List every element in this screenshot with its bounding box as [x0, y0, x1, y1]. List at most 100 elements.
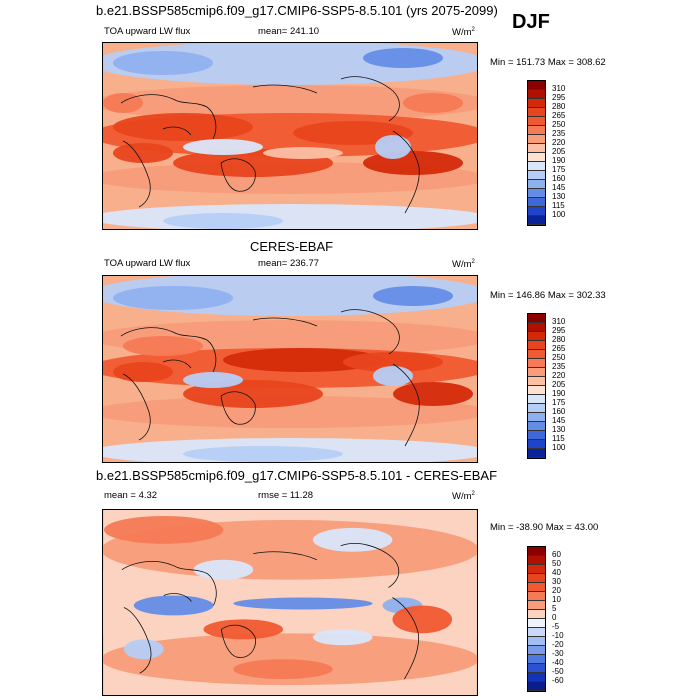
colorbar-tick-label: -20 [552, 640, 564, 649]
colorbar-segment [528, 574, 545, 583]
colorbar-tick-label: 145 [552, 183, 566, 192]
colorbar-segment [528, 413, 545, 422]
colorbar-tick-label: -40 [552, 658, 564, 667]
panel2-variable: TOA upward LW flux [104, 258, 191, 269]
colorbar-segment [528, 395, 545, 404]
colorbar-segment [528, 440, 545, 449]
colorbar-segment [528, 404, 545, 413]
panel3-unit: W/m2 [452, 491, 475, 503]
colorbar-segment [528, 153, 545, 162]
colorbar-segment [528, 673, 545, 682]
colorbar-tick-label: 190 [552, 389, 566, 398]
colorbar-tick-label: 220 [552, 138, 566, 147]
colorbar-segment [528, 637, 545, 646]
panel2-colorbar [527, 313, 546, 459]
colorbar-tick-label: -10 [552, 631, 564, 640]
colorbar-segment [528, 189, 545, 198]
colorbar-segment [528, 556, 545, 565]
colorbar-segment [528, 216, 545, 225]
colorbar-tick-label: 130 [552, 425, 566, 434]
colorbar-segment [528, 332, 545, 341]
colorbar-segment [528, 664, 545, 673]
colorbar-segment [528, 341, 545, 350]
colorbar-tick-label: 50 [552, 559, 561, 568]
colorbar-segment [528, 144, 545, 153]
season-label: DJF [512, 11, 550, 33]
colorbar-tick-label: 250 [552, 353, 566, 362]
panel3-rmse: rmse = 11.28 [258, 490, 314, 501]
colorbar-tick-label: 235 [552, 129, 566, 138]
colorbar-segment [528, 350, 545, 359]
colorbar-tick-label: 310 [552, 317, 566, 326]
panel1-minmax: Min = 151.73 Max = 308.62 [490, 57, 606, 68]
map-field-svg [103, 510, 477, 695]
colorbar-tick-label: 175 [552, 398, 566, 407]
colorbar-segment [528, 449, 545, 458]
panel3-minmax: Min = -38.90 Max = 43.00 [490, 522, 599, 533]
panel3-map [102, 509, 478, 696]
colorbar-tick-label: 280 [552, 102, 566, 111]
colorbar-segment [528, 81, 545, 90]
colorbar-segment [528, 610, 545, 619]
colorbar-tick-label: 250 [552, 120, 566, 129]
colorbar-segment [528, 565, 545, 574]
colorbar-segment [528, 180, 545, 189]
panel3-mean: mean = 4.32 [104, 490, 158, 501]
colorbar-segment [528, 90, 545, 99]
colorbar-tick-label: 115 [552, 434, 565, 443]
colorbar-tick-label: 280 [552, 335, 566, 344]
colorbar-segment [528, 162, 545, 171]
panel1-mean: mean= 241.10 [258, 26, 320, 37]
colorbar-segment [528, 359, 545, 368]
colorbar-tick-label: 60 [552, 550, 561, 559]
colorbar-segment [528, 314, 545, 323]
colorbar-tick-label: 130 [552, 192, 566, 201]
colorbar-tick-label: 175 [552, 165, 566, 174]
colorbar-segment [528, 323, 545, 332]
colorbar-segment [528, 601, 545, 610]
colorbar-tick-label: 115 [552, 201, 565, 210]
colorbar-tick-label: 265 [552, 111, 566, 120]
colorbar-segment [528, 171, 545, 180]
colorbar-segment [528, 198, 545, 207]
colorbar-segment [528, 655, 545, 664]
colorbar-tick-label: 160 [552, 174, 566, 183]
map-field-svg [103, 276, 477, 462]
colorbar-segment [528, 646, 545, 655]
colorbar-tick-label: 10 [552, 595, 561, 604]
colorbar-tick-label: -60 [552, 676, 564, 685]
panel3-colorbar [527, 546, 546, 692]
panel2-minmax: Min = 146.86 Max = 302.33 [490, 290, 606, 301]
panel3-title: b.e21.BSSP585cmip6.f09_g17.CMIP6-SSP5-8.… [96, 468, 498, 483]
colorbar-segment [528, 126, 545, 135]
colorbar-segment [528, 108, 545, 117]
map-field-svg [103, 43, 477, 229]
colorbar-tick-label: 205 [552, 147, 566, 156]
panel2-map [102, 275, 478, 463]
panel2-mean: mean= 236.77 [258, 258, 320, 269]
colorbar-tick-label: 100 [552, 443, 566, 452]
colorbar-tick-label: -5 [552, 622, 560, 631]
colorbar-tick-label: 235 [552, 362, 566, 371]
colorbar-segment [528, 377, 545, 386]
colorbar-tick-label: 20 [552, 586, 561, 595]
colorbar-tick-label: 100 [552, 210, 566, 219]
colorbar-tick-label: 160 [552, 407, 566, 416]
colorbar-segment [528, 99, 545, 108]
colorbar-tick-label: 190 [552, 156, 566, 165]
colorbar-segment [528, 422, 545, 431]
panel1-colorbar [527, 80, 546, 226]
colorbar-segment [528, 628, 545, 637]
colorbar-segment [528, 547, 545, 556]
panel1-variable: TOA upward LW flux [104, 26, 191, 37]
colorbar-segment [528, 135, 545, 144]
colorbar-tick-label: 265 [552, 344, 566, 353]
colorbar-segment [528, 117, 545, 126]
panel2-unit: W/m2 [452, 259, 475, 271]
colorbar-segment [528, 583, 545, 592]
colorbar-segment [528, 368, 545, 377]
panel1-map [102, 42, 478, 230]
colorbar-tick-label: 5 [552, 604, 557, 613]
colorbar-tick-label: 30 [552, 577, 561, 586]
colorbar-tick-label: 40 [552, 568, 561, 577]
